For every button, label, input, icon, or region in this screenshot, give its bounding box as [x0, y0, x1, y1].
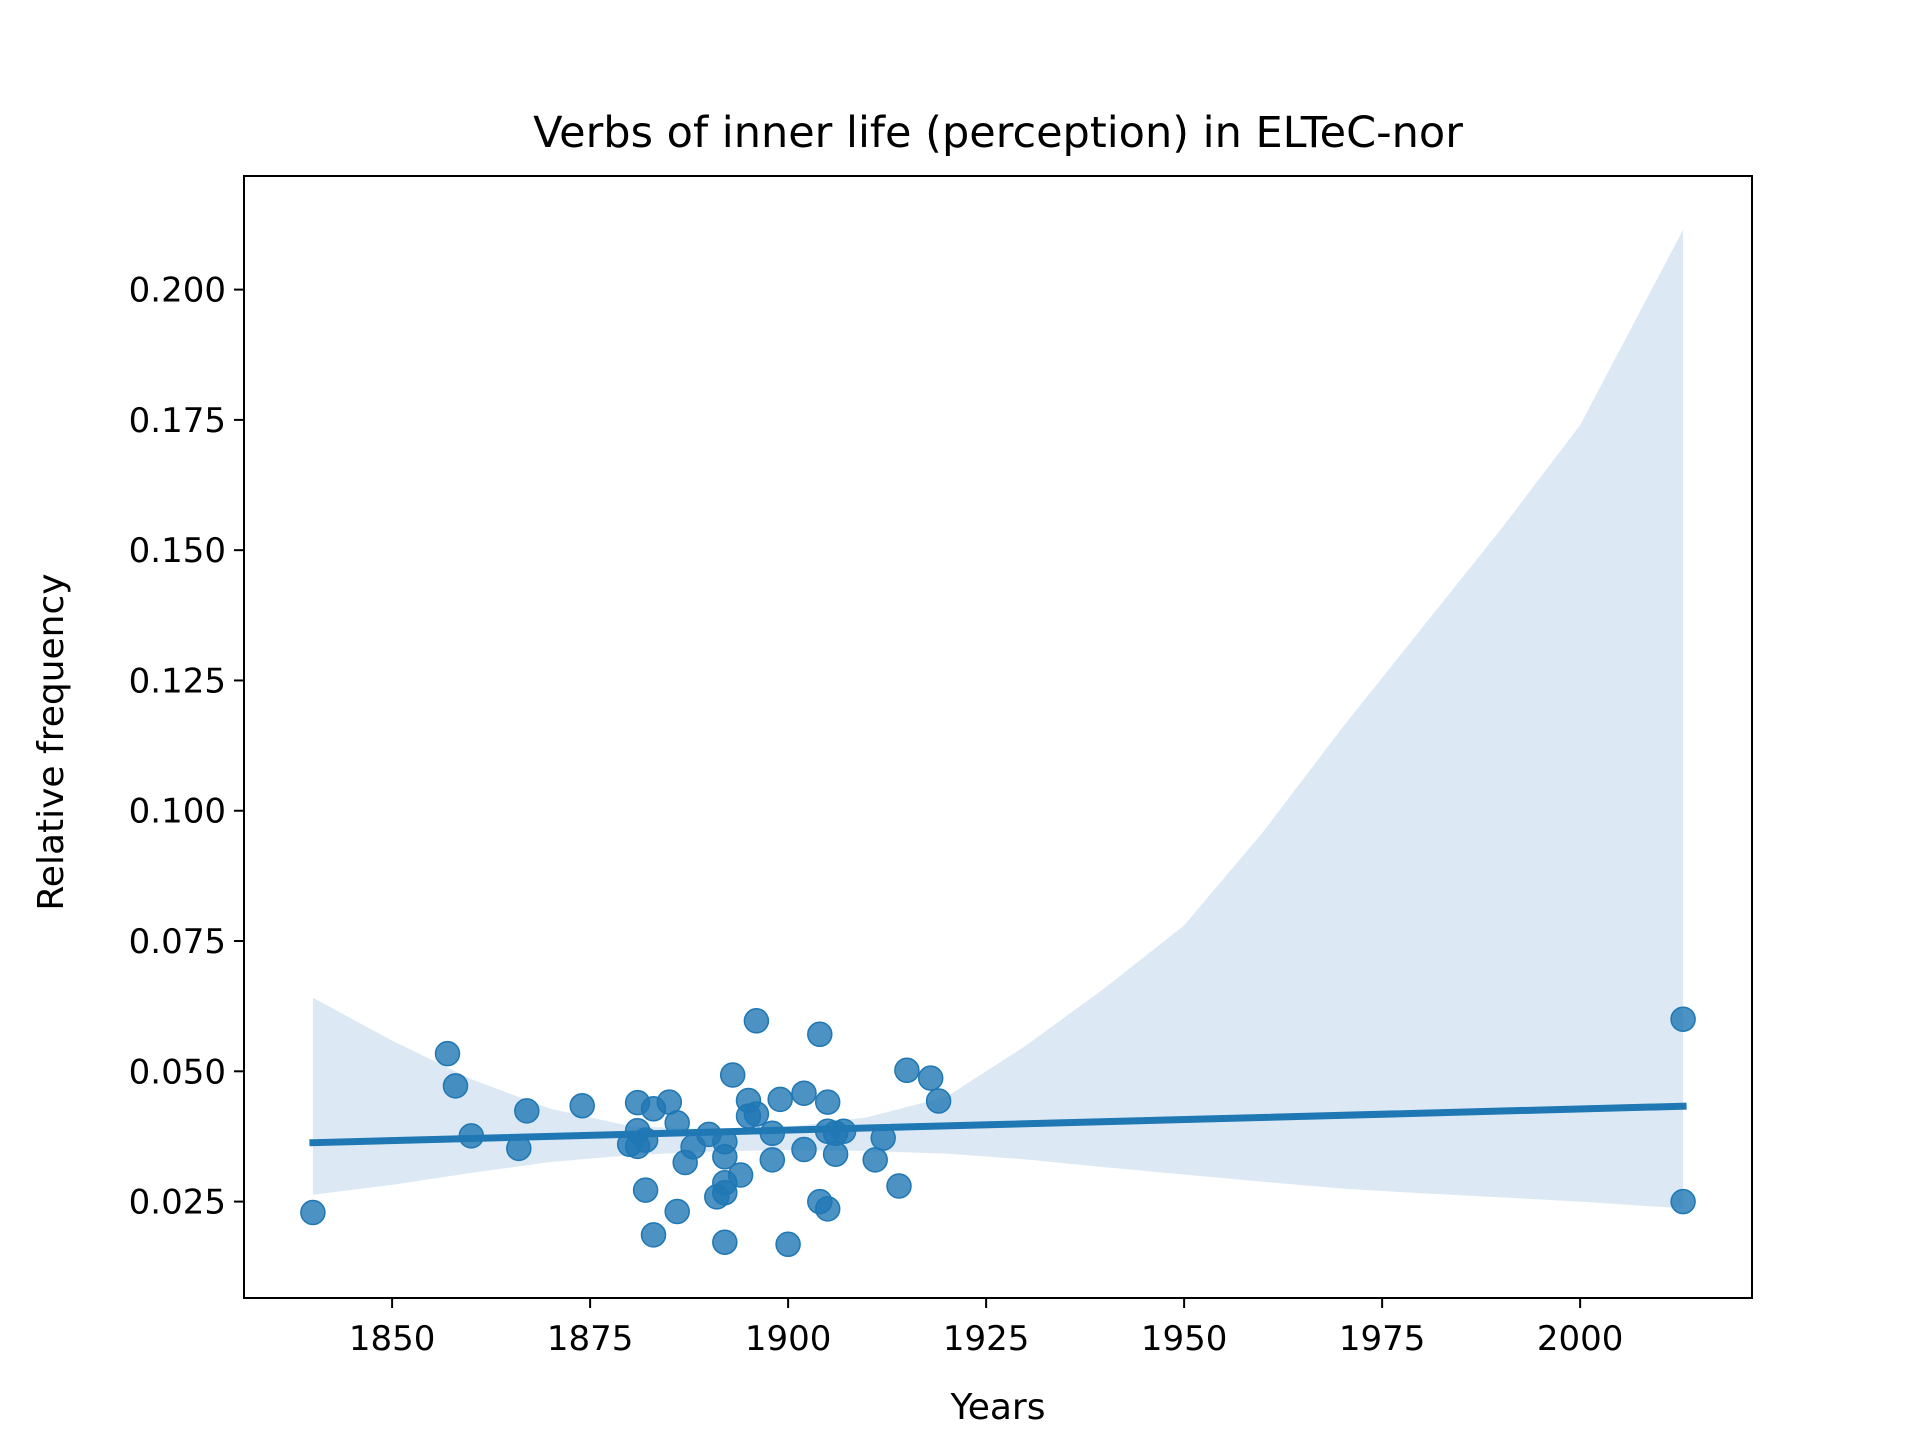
data-point: [1670, 1188, 1696, 1215]
y-axis-ticks: 0.025 0.050 0.075 0.100 0.125 0.150 0.175 0.200: [129, 271, 244, 1223]
y-tick-label: 0.100: [129, 792, 226, 832]
y-tick-label: 0.075: [129, 922, 226, 962]
y-tick-label: 0.200: [129, 271, 226, 311]
data-point: [719, 1062, 746, 1088]
y-tick-label: 0.175: [129, 401, 226, 441]
data-point: [791, 1136, 817, 1163]
data-point: [894, 1057, 920, 1084]
data-point: [640, 1222, 667, 1248]
y-axis-label: Relative frequency: [31, 573, 72, 910]
data-point: [791, 1080, 817, 1106]
data-point: [1670, 1006, 1696, 1032]
data-point: [712, 1229, 738, 1255]
data-point: [759, 1147, 786, 1173]
data-point: [807, 1021, 833, 1048]
y-tick-label: 0.025: [129, 1183, 226, 1223]
data-point: [767, 1086, 793, 1113]
data-point: [822, 1141, 849, 1167]
data-point: [775, 1231, 801, 1258]
data-point: [917, 1065, 944, 1091]
data-point: [727, 1162, 754, 1188]
plot-area: [243, 175, 1753, 1299]
x-tick-label: 1975: [1339, 1319, 1426, 1359]
x-tick-label: 1925: [943, 1319, 1030, 1359]
data-point: [434, 1040, 461, 1067]
data-point: [632, 1177, 659, 1203]
x-tick-label: 1900: [745, 1319, 832, 1359]
data-point: [569, 1092, 595, 1119]
plot-frame: [243, 175, 1753, 1299]
data-point: [886, 1173, 912, 1199]
x-tick-label: 2000: [1537, 1319, 1624, 1359]
confidence-band: [312, 229, 1684, 1209]
data-point: [743, 1101, 770, 1127]
x-axis-label: Years: [950, 1387, 1046, 1428]
data-point: [712, 1179, 738, 1206]
x-tick-label: 1950: [1141, 1319, 1228, 1359]
regression-line: [309, 1102, 1687, 1147]
data-point: [814, 1196, 841, 1222]
y-tick-label: 0.150: [129, 531, 226, 571]
x-tick-label: 1850: [349, 1319, 436, 1359]
y-tick-label: 0.125: [129, 661, 226, 701]
data-point: [712, 1144, 738, 1170]
chart-title: Verbs of inner life (perception) in ELTe…: [533, 108, 1463, 158]
data-point: [514, 1098, 540, 1124]
data-point: [862, 1147, 888, 1173]
data-point: [925, 1088, 952, 1114]
y-tick-label: 0.050: [129, 1052, 226, 1092]
data-point: [814, 1089, 841, 1115]
x-axis-ticks: 1850 1875 1900 1925 1950 1975 2000: [349, 1298, 1624, 1359]
data-point: [442, 1073, 469, 1099]
data-point: [743, 1008, 770, 1034]
data-point: [664, 1198, 690, 1225]
x-tick-label: 1875: [547, 1319, 634, 1359]
data-point: [300, 1199, 326, 1226]
